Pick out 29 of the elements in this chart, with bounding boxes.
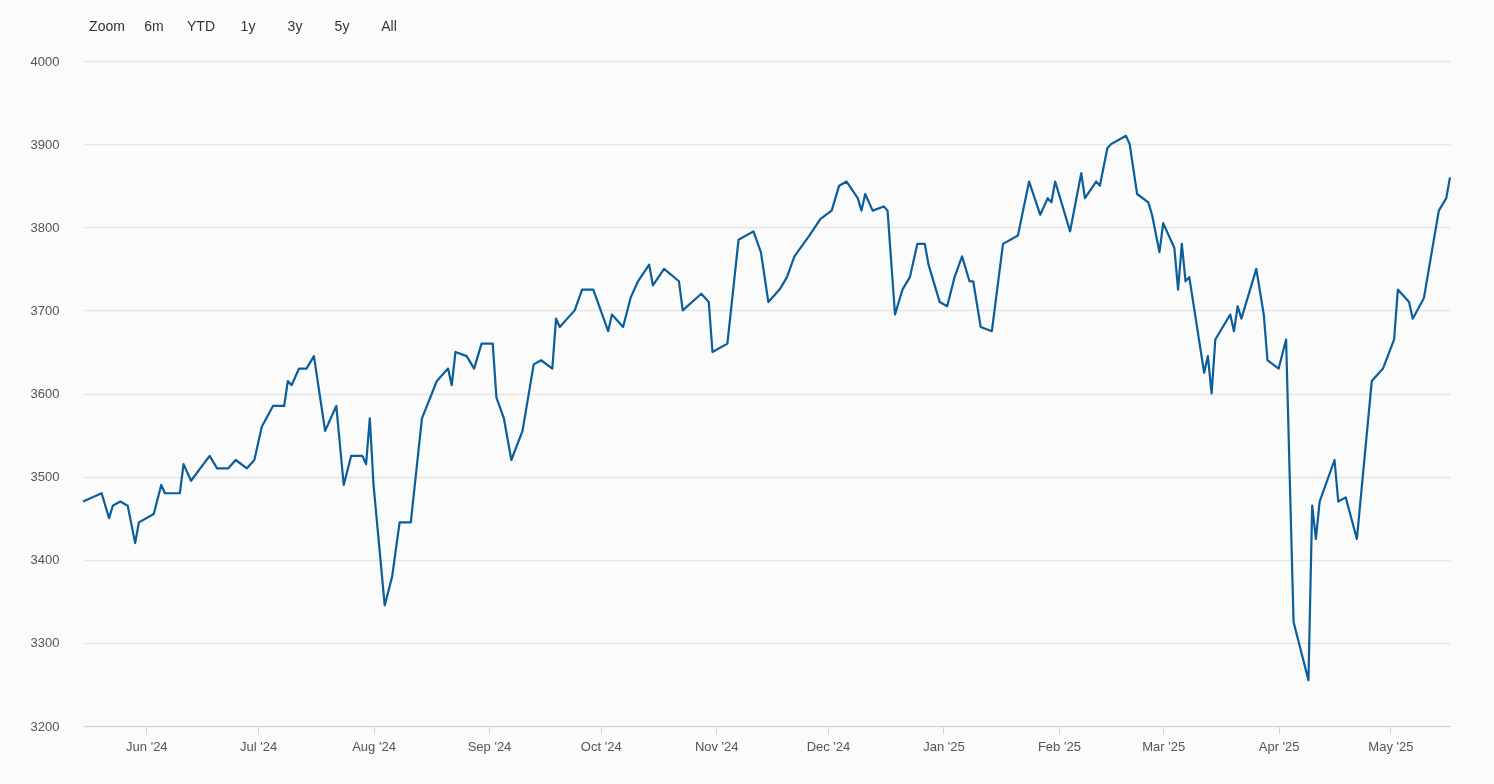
x-tick-label: May '25	[1368, 738, 1414, 754]
x-tick-label: Jan '25	[923, 738, 965, 754]
x-tick-label: Oct '24	[580, 738, 622, 754]
text: 5y	[334, 18, 350, 34]
x-tick-label: Nov '24	[694, 738, 739, 754]
x-tick-label: Feb '25	[1037, 738, 1081, 754]
y-tick-label: 3800	[30, 219, 60, 235]
x-tick-label: Aug '24	[352, 738, 396, 754]
text: All	[381, 18, 397, 34]
x-tick-label: Sep '24	[467, 738, 512, 754]
line-series	[81, 134, 1452, 682]
text: YTD	[187, 18, 215, 34]
x-tick-label: Mar '25	[1142, 738, 1186, 754]
y-tick-label: 3300	[30, 635, 60, 651]
text: Zoom	[89, 18, 125, 34]
text: 3y	[287, 18, 303, 34]
x-tick-label: Apr '25	[1258, 738, 1300, 754]
y-tick-label: 3400	[30, 552, 60, 568]
text: 6m	[144, 18, 164, 34]
y-tick-label: 4000	[30, 53, 60, 69]
x-tick-label: Jul '24	[239, 738, 278, 754]
y-tick-label: 3200	[30, 718, 60, 734]
y-tick-label: 3500	[30, 469, 60, 485]
y-tick-label: 3700	[30, 302, 60, 318]
text: 1y	[240, 18, 256, 34]
y-tick-label: 3900	[30, 136, 60, 152]
x-tick-label: Dec '24	[806, 738, 851, 754]
x-tick-label: Jun '24	[126, 738, 168, 754]
y-tick-label: 3600	[30, 386, 60, 401]
